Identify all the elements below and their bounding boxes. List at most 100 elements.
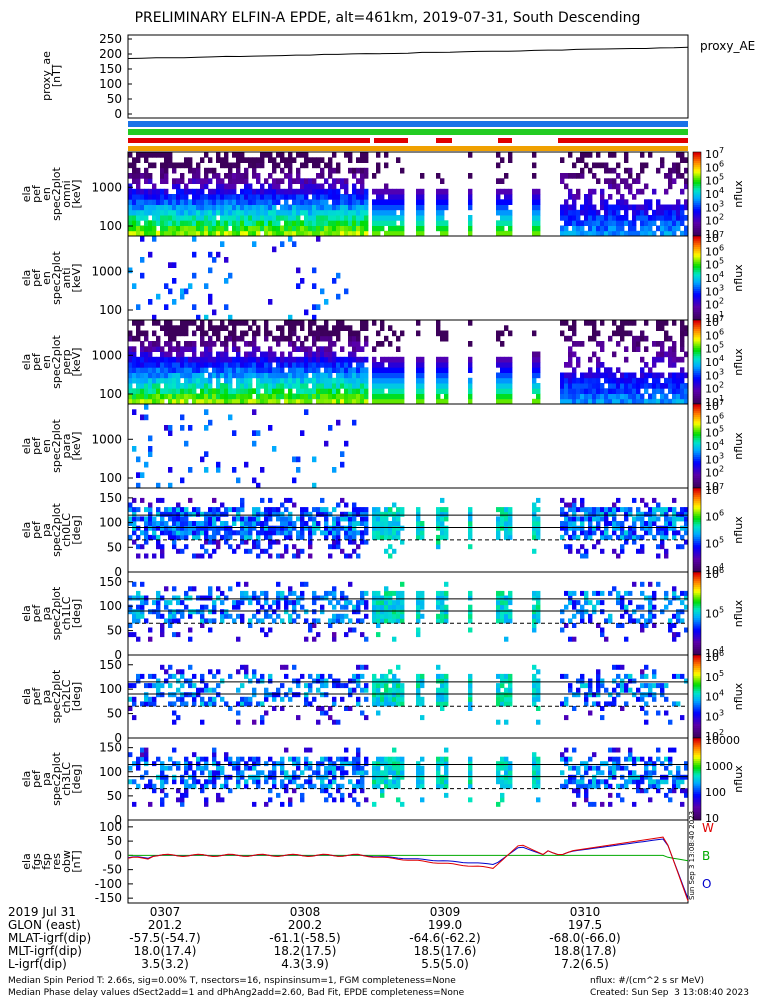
spectrogram-cell [496, 362, 501, 368]
colorbar-tick-label: 105 [705, 606, 724, 621]
spectrogram-cell [600, 534, 605, 540]
colorbar-cell [693, 485, 701, 489]
spectrogram-cell [640, 215, 645, 221]
spectrogram-cell [344, 393, 349, 400]
spectrogram-cell [236, 377, 241, 384]
spectrogram-cell [644, 673, 649, 679]
colorbar-cell [693, 437, 701, 441]
spectrogram-cell [128, 356, 133, 363]
spectrogram-cell [324, 220, 329, 226]
spectrogram-cell [204, 756, 209, 762]
spectrogram-cell [260, 627, 265, 633]
spectrogram-cell [200, 220, 205, 226]
spectrogram-cell [292, 372, 297, 379]
spectrogram-cell [684, 604, 689, 610]
colorbar-tick-exponent: 3 [719, 283, 724, 292]
spectrogram-cell [672, 595, 677, 601]
spectrogram-cell [324, 507, 329, 513]
spectrogram-cell [592, 372, 597, 379]
spectrogram-cell [396, 618, 401, 624]
spectrogram-cell [436, 604, 441, 610]
spectrogram-cell [264, 194, 269, 200]
spectrogram-cell [676, 225, 681, 232]
spectrogram-cell [644, 383, 649, 389]
spectrogram-cell [316, 220, 321, 226]
spectrogram-cell [140, 356, 145, 363]
colorbar-tick-exponent: 6 [719, 159, 724, 168]
spectrogram-cell [308, 215, 313, 221]
spectrogram-cell [468, 204, 473, 211]
spectrogram-cell [200, 678, 205, 684]
spectrogram-cell [152, 788, 157, 794]
spectrogram-cell [244, 178, 249, 184]
colorbar-cell [693, 454, 701, 457]
spectrogram-cell [152, 388, 157, 394]
spectrogram-cell [340, 325, 345, 331]
spectrogram-cell [196, 325, 201, 331]
spectrogram-cell [312, 600, 317, 606]
spectrogram-cell [504, 692, 509, 698]
spectrogram-cell [444, 590, 449, 596]
spectrogram-cell [152, 225, 157, 232]
spectrogram-cell [136, 320, 141, 326]
spectrogram-cell [388, 388, 393, 394]
spectrogram-cell [248, 199, 253, 205]
colorbar-cell [693, 692, 701, 695]
colorbar-cell [693, 621, 701, 625]
spectrogram-cell [640, 204, 645, 211]
spectrogram-cell [232, 521, 237, 526]
spectrogram-cell [148, 152, 153, 158]
spectrogram-cell [676, 173, 681, 179]
spectrogram-cell [584, 534, 589, 540]
spectrogram-cell [308, 388, 313, 394]
spectrogram-cell [144, 167, 149, 174]
spectrogram-cell [676, 613, 681, 619]
spectrogram-cell [360, 188, 365, 195]
spectrogram-cell [584, 600, 589, 606]
spectrogram-cell [144, 367, 149, 373]
spectrogram-cell [236, 613, 241, 619]
spectrogram-cell [372, 188, 377, 195]
spectrogram-cell [268, 220, 273, 226]
spectrogram-cell [192, 692, 197, 698]
spectrogram-cell [252, 590, 257, 596]
spectrogram-cell [204, 167, 209, 174]
spectrogram-cell [436, 356, 441, 363]
spectrogram-cell [636, 341, 641, 347]
colorbar-cell [693, 200, 701, 203]
colorbar-cell [693, 567, 701, 571]
spectrogram-cell [508, 511, 513, 517]
spectrogram-cell [496, 188, 501, 195]
spectrogram-cell [508, 388, 513, 394]
spectrogram-cell [536, 383, 541, 389]
spectrogram-cell [364, 377, 369, 384]
spectrogram-cell [300, 430, 305, 436]
spectrogram-cell [636, 618, 641, 624]
spectrogram-cell [260, 770, 265, 776]
spectrogram-cell [508, 595, 513, 601]
spectrogram-cell [172, 530, 177, 536]
spectrogram-cell [220, 502, 225, 508]
spectrogram-cell [536, 230, 541, 237]
spectrogram-cell [336, 272, 341, 279]
spectrogram-cell [468, 516, 473, 522]
spectrogram-cell [312, 456, 317, 463]
spectrogram-cell [160, 377, 165, 384]
spectrogram-cell [232, 372, 237, 379]
spectrogram-cell [208, 701, 213, 707]
spectrogram-cell [252, 525, 257, 531]
spectrogram-cell [496, 600, 501, 606]
spectrogram-cell [328, 715, 333, 721]
spectrogram-cell [324, 678, 329, 684]
spectrogram-cell [684, 525, 689, 531]
spectrogram-cell [184, 341, 189, 347]
spectrogram-cell [352, 604, 357, 610]
spectrogram-cell [168, 534, 173, 540]
spectrogram-cell [668, 618, 673, 624]
spectrogram-cell [240, 152, 245, 158]
spectrogram-cell [396, 530, 401, 536]
spectrogram-cell [372, 600, 377, 606]
spectrogram-cell [624, 604, 629, 610]
colorbar-cell [693, 271, 701, 275]
proxy-ae-legend: proxy_AE [700, 39, 755, 53]
